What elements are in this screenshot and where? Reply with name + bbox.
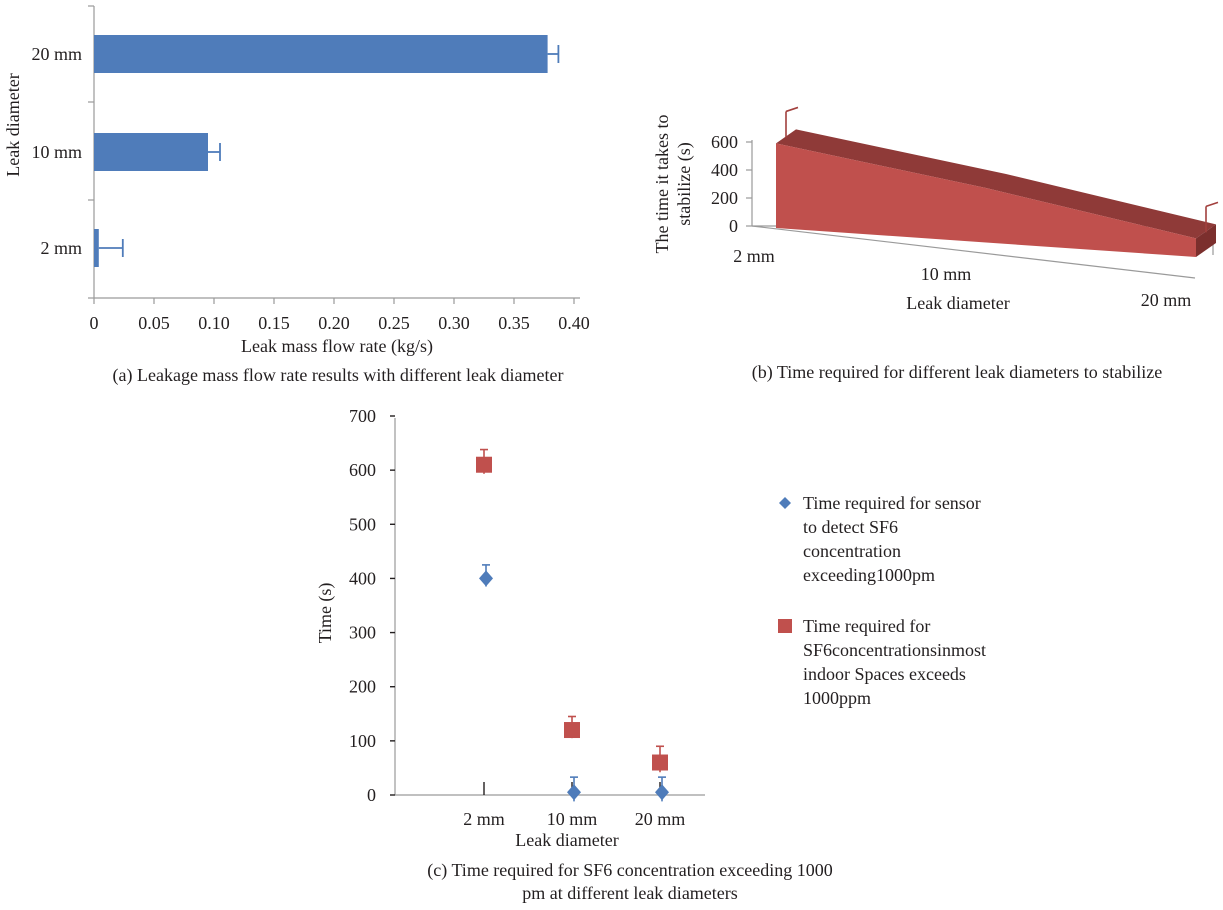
panel-a-x-ticks: 0 0.05 0.10 0.15 0.20 0.25 0.30 0.35 0.40 bbox=[90, 298, 590, 333]
panel-a-x-tick-label: 0.05 bbox=[138, 313, 170, 333]
panel-c-legend-text-line: 1000ppm bbox=[803, 688, 871, 708]
panel-a-category-label: 20 mm bbox=[31, 44, 82, 64]
panel-c-caption-line1: (c) Time required for SF6 concentration … bbox=[427, 860, 832, 881]
panel-b-y-tick-label: 600 bbox=[711, 132, 738, 152]
panel-b-caption: (b) Time required for different leak dia… bbox=[752, 362, 1163, 383]
panel-b-error-cap bbox=[1205, 201, 1219, 208]
panel-b-x-tick-label: 2 mm bbox=[733, 246, 775, 266]
panel-a-bar bbox=[94, 133, 208, 171]
panel-a-category-label: 10 mm bbox=[31, 142, 82, 162]
panel-b-x-tick-label: 20 mm bbox=[1141, 290, 1192, 310]
panel-a-y-label: Leak diameter bbox=[3, 73, 23, 176]
panel-c-x-ticks: 2 mm 10 mm 20 mm bbox=[463, 782, 685, 829]
panel-c-caption-line2: pm at different leak diameters bbox=[522, 883, 738, 903]
panel-c-legend-text-line: to detect SF6 bbox=[803, 517, 898, 537]
panel-a-caption: (a) Leakage mass flow rate results with … bbox=[113, 365, 564, 386]
panel-c-y-ticks: 0 100 200 300 400 500 600 700 bbox=[349, 406, 395, 805]
panel-c-x-tick-label: 2 mm bbox=[463, 809, 505, 829]
panel-b-y-tick-label: 400 bbox=[711, 160, 738, 180]
panel-c-legend-text-line: SF6concentrationsinmost bbox=[803, 640, 986, 660]
panel-c-y-tick-label: 0 bbox=[367, 785, 376, 805]
panel-c-y-tick-label: 300 bbox=[349, 623, 376, 643]
panel-b-y-label-line2: stabilize (s) bbox=[674, 142, 695, 225]
panel-a-bar bbox=[94, 35, 548, 73]
panel-a-x-tick-label: 0.10 bbox=[198, 313, 230, 333]
panel-a-x-label: Leak mass flow rate (kg/s) bbox=[241, 336, 433, 357]
panel-a-x-tick-label: 0.20 bbox=[318, 313, 350, 333]
panel-b-x-ticks: 2 mm 10 mm 20 mm bbox=[733, 246, 1191, 310]
panel-c-legend-marker-square bbox=[778, 619, 792, 633]
panel-c-x-tick-label: 10 mm bbox=[547, 809, 598, 829]
panel-a-x-tick-label: 0.30 bbox=[438, 313, 470, 333]
panel-c-legend-text-line: Time required for sensor bbox=[803, 493, 981, 513]
panel-b-y-tick-label: 0 bbox=[729, 216, 738, 236]
panel-c-y-tick-label: 200 bbox=[349, 677, 376, 697]
panel-c-y-tick-label: 400 bbox=[349, 568, 376, 588]
panel-c-legend: Time required for sensor to detect SF6 con… bbox=[778, 493, 986, 708]
panel-b-area-shape bbox=[776, 106, 1219, 257]
panel-a-y-ticks: 2 mm 10 mm 20 mm bbox=[31, 5, 94, 299]
panel-b-y-ticks: 0 200 400 600 bbox=[711, 132, 752, 236]
panel-a-x-tick-label: 0.40 bbox=[558, 313, 590, 333]
panel-c-point-diamond bbox=[655, 784, 669, 801]
panel-a-bar-chart: 2 mm 10 mm 20 mm 0 0.05 0.10 0.15 0.20 0.25 0.30… bbox=[3, 5, 590, 386]
panel-b-area-front-face bbox=[776, 143, 1196, 257]
panel-a-bars bbox=[94, 35, 560, 267]
panel-c-x-label: Leak diameter bbox=[515, 830, 618, 850]
panel-c-legend-text-line: exceeding1000pm bbox=[803, 565, 935, 585]
panel-c-legend-marker-diamond bbox=[779, 497, 791, 509]
panel-c-y-tick-label: 700 bbox=[349, 406, 376, 426]
panel-b-error-cap bbox=[785, 106, 799, 113]
panel-c-points bbox=[476, 448, 669, 802]
panel-a-x-tick-label: 0.35 bbox=[498, 313, 530, 333]
panel-b-y-tick-label: 200 bbox=[711, 188, 738, 208]
panel-c-y-tick-label: 600 bbox=[349, 460, 376, 480]
panel-a-bar bbox=[94, 229, 99, 267]
panel-c-x-tick-label: 20 mm bbox=[635, 809, 686, 829]
panel-c-point-diamond bbox=[479, 570, 493, 587]
panel-c-y-label: Time (s) bbox=[315, 583, 336, 644]
panel-c-scatter-chart: 0 100 200 300 400 500 600 700 2 mm 10 mm 20 mm Ti… bbox=[315, 406, 986, 903]
panel-c-point-square bbox=[652, 754, 668, 771]
panel-b-x-label: Leak diameter bbox=[906, 293, 1009, 313]
panel-c-legend-text-line: Time required for bbox=[803, 616, 930, 636]
panel-c-point-square bbox=[564, 722, 580, 739]
panel-b-x-tick-label: 10 mm bbox=[921, 264, 972, 284]
panel-a-x-tick-label: 0.25 bbox=[378, 313, 410, 333]
panel-c-point-diamond bbox=[567, 784, 581, 801]
panel-b-y-label-line1: The time it takes to bbox=[652, 115, 672, 254]
panel-b-area-top-face bbox=[776, 129, 1216, 239]
panel-a-category-label: 2 mm bbox=[40, 238, 82, 258]
panel-a-x-tick-label: 0.15 bbox=[258, 313, 290, 333]
panel-b-x-axis bbox=[751, 225, 1196, 279]
panel-c-point-square bbox=[476, 456, 492, 473]
panel-c-legend-text-line: indoor Spaces exceeds bbox=[803, 664, 966, 684]
panel-b-area-end-face bbox=[1196, 224, 1216, 257]
panel-c-y-tick-label: 100 bbox=[349, 731, 376, 751]
panel-a-x-tick-label: 0 bbox=[90, 313, 99, 333]
panel-c-y-tick-label: 500 bbox=[349, 514, 376, 534]
panel-c-legend-text-line: concentration bbox=[803, 541, 901, 561]
